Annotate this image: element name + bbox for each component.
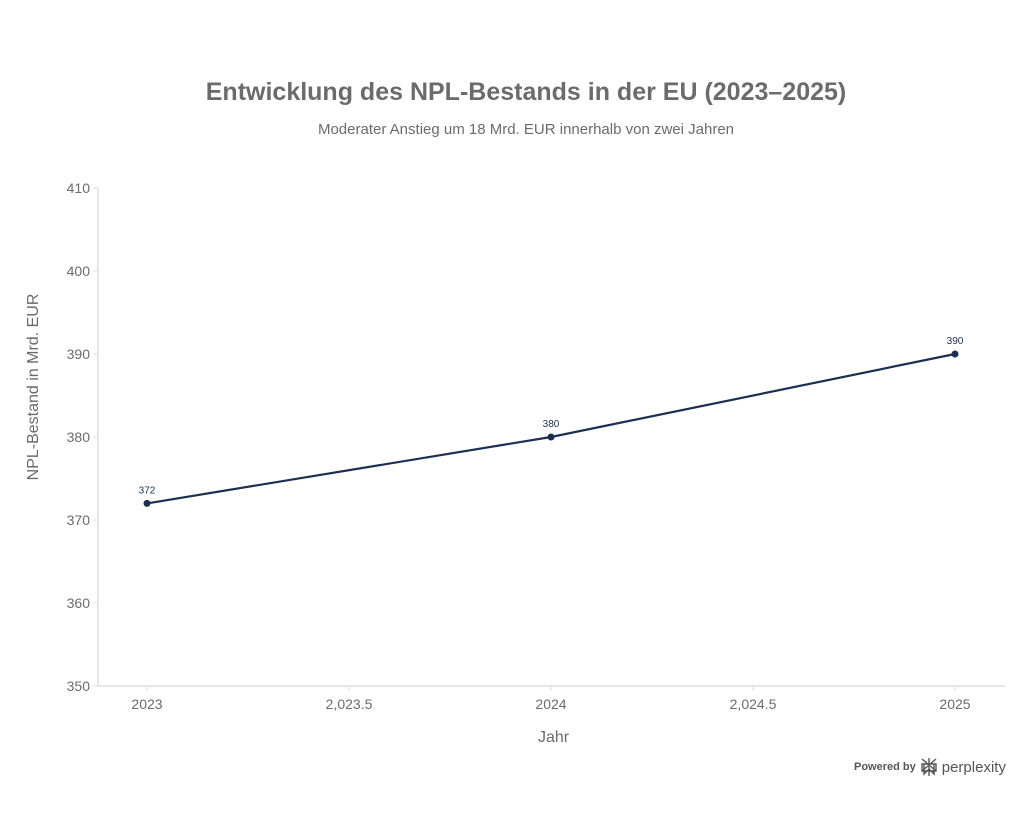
y-tick-label: 400: [67, 263, 91, 279]
data-label: 380: [543, 419, 560, 430]
y-tick-label: 410: [67, 180, 91, 196]
x-tick-label: 2,024.5: [730, 696, 777, 712]
powered-by-label: Powered by: [854, 761, 916, 773]
chart-title: Entwicklung des NPL-Bestands in der EU (…: [205, 78, 847, 106]
y-tick-label: 380: [67, 429, 91, 445]
y-tick-label: 360: [67, 595, 91, 611]
y-tick-label: 390: [67, 346, 91, 362]
data-label: 372: [139, 485, 156, 496]
data-point: [547, 433, 555, 441]
data-label: 390: [947, 336, 964, 347]
powered-by-footer: Powered by perplexity: [854, 757, 1006, 777]
y-axis-title: NPL-Bestand in Mrd. EUR: [25, 294, 42, 481]
data-point: [951, 350, 959, 358]
perplexity-logo-icon: [921, 758, 937, 776]
y-tick-label: 370: [67, 512, 91, 528]
perplexity-brand: perplexity: [941, 758, 1006, 776]
x-tick-label: 2023: [131, 696, 162, 712]
chart-subtitle: Moderater Anstieg um 18 Mrd. EUR innerha…: [317, 121, 735, 138]
x-axis-title: Jahr: [538, 729, 570, 746]
data-point: [143, 499, 151, 507]
x-tick-label: 2,023.5: [326, 696, 373, 712]
y-tick-label: 350: [67, 678, 91, 694]
x-tick-label: 2024: [535, 696, 566, 712]
x-tick-label: 2025: [939, 696, 970, 712]
